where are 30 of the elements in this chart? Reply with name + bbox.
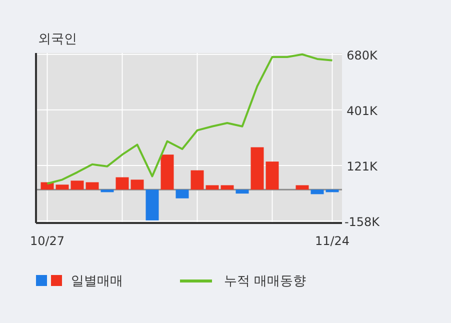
y-tick-label: 401K <box>346 104 379 118</box>
bar <box>250 147 264 190</box>
y-tick-label: -158K <box>344 215 381 230</box>
x-tick-label: 11/24 <box>314 234 350 248</box>
bar <box>326 190 339 192</box>
legend-label: 누적 매매동향 <box>224 274 306 289</box>
bar <box>220 185 234 190</box>
bar <box>70 180 84 190</box>
bar <box>310 190 324 194</box>
x-tick-label: 10/27 <box>30 234 65 248</box>
chart-title: 외국인 <box>38 32 77 47</box>
legend-item: 누적 매매동향 <box>180 274 306 289</box>
bar <box>100 190 114 192</box>
y-tick-label: 121K <box>346 160 379 174</box>
bar <box>86 182 99 190</box>
bar <box>116 177 129 190</box>
bar <box>236 190 249 194</box>
bar <box>190 170 204 190</box>
bar <box>160 154 174 190</box>
bar <box>206 185 219 190</box>
bar <box>266 162 279 190</box>
line-series <box>46 53 334 185</box>
legend-item: 일별매매 <box>36 274 123 289</box>
bar <box>56 184 69 190</box>
y-tick-label: 680K <box>346 48 379 62</box>
bar <box>130 180 144 190</box>
bar <box>176 190 189 198</box>
bar <box>296 185 309 190</box>
legend-label: 일별매매 <box>71 274 123 289</box>
bar <box>146 190 159 220</box>
